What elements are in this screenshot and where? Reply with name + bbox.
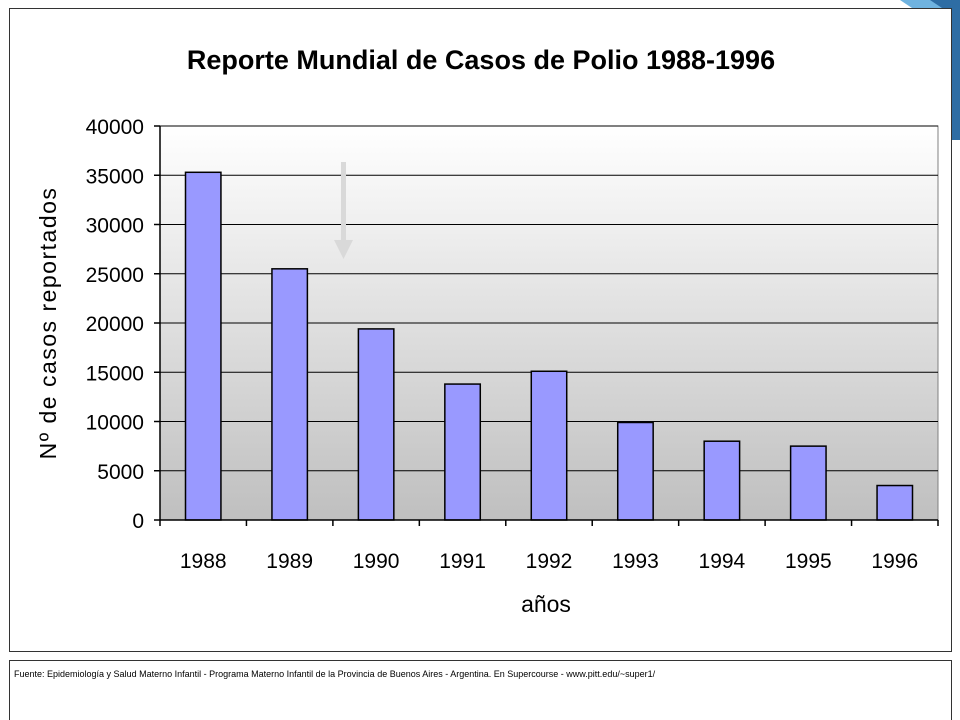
chart-title: Reporte Mundial de Casos de Polio 1988-1… <box>187 45 775 75</box>
y-tick-label: 10000 <box>86 412 144 435</box>
x-tick-label: 1993 <box>612 550 659 573</box>
bar <box>184 171 222 521</box>
x-axis-label: años <box>521 591 571 617</box>
bar <box>876 484 914 521</box>
y-tick-label: 15000 <box>86 362 144 385</box>
y-tick-label: 25000 <box>86 264 144 287</box>
source-footer: Fuente: Epidemiología y Salud Materno In… <box>9 660 952 720</box>
x-tick-label: 1988 <box>180 550 227 573</box>
x-tick-label: 1995 <box>785 550 832 573</box>
bar <box>530 370 568 521</box>
y-tick-labels: 0 5000 10000 15000 20000 25000 30000 35000 40000 <box>86 116 144 533</box>
x-tick-label: 1990 <box>353 550 400 573</box>
x-tick-label: 1994 <box>699 550 746 573</box>
bar <box>616 421 654 521</box>
bar-chart: Reporte Mundial de Casos de Polio 1988-1… <box>35 45 939 617</box>
x-tick-label: 1991 <box>439 550 486 573</box>
y-tick-label: 30000 <box>86 215 144 238</box>
x-tick-label: 1996 <box>871 550 918 573</box>
x-tick-label: 1992 <box>526 550 573 573</box>
axes <box>154 125 939 526</box>
bar <box>357 328 395 521</box>
y-axis-label: Nº de casos reportados <box>35 187 61 460</box>
y-tick-label: 5000 <box>97 461 144 484</box>
bar <box>444 383 482 521</box>
y-tick-label: 20000 <box>86 313 144 336</box>
source-text: Fuente: Epidemiología y Salud Materno In… <box>14 669 656 679</box>
bar <box>271 268 309 521</box>
bar <box>789 445 827 521</box>
y-tick-label: 35000 <box>86 165 144 188</box>
bars <box>184 171 914 521</box>
x-tick-labels: 1988 1989 1990 1991 1992 1993 1994 1995 1996 <box>180 550 918 573</box>
down-arrow <box>334 162 353 259</box>
y-tick-label: 0 <box>132 510 144 533</box>
bar <box>703 440 741 521</box>
x-tick-label: 1989 <box>266 550 313 573</box>
y-tick-label: 40000 <box>86 116 144 139</box>
